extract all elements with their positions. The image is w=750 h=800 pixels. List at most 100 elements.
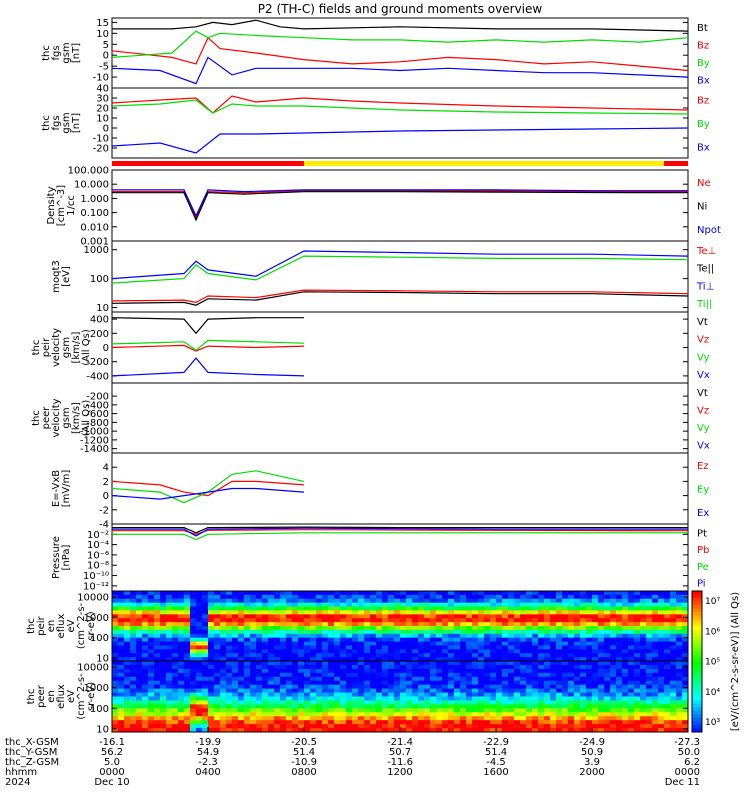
spectrogram-cell (634, 696, 641, 701)
spectrogram-cell (340, 724, 347, 729)
y-tick-label: -400 (86, 400, 109, 411)
spectrogram-cell (568, 704, 575, 709)
spectrogram-cell (502, 598, 509, 604)
spectrogram-cell (448, 724, 455, 729)
spectrogram-cell (556, 661, 563, 666)
spectrogram-cell (346, 641, 353, 646)
spectrogram-cell (280, 688, 287, 694)
spectrogram-cell (388, 668, 395, 674)
spectrogram-cell (250, 712, 257, 717)
spectrogram-cell (118, 626, 125, 631)
spectrogram-cell (574, 672, 581, 678)
spectrogram-cell (478, 633, 485, 639)
spectrogram-cell (454, 606, 461, 611)
spectrogram-cell (520, 672, 527, 678)
spectrogram-cell (190, 610, 197, 615)
spectrogram-cell (298, 602, 305, 608)
legend-item: Ti|| (696, 299, 712, 310)
spectrogram-cell (196, 649, 203, 654)
spectrogram-cell (214, 712, 221, 717)
spectrogram-cell (124, 720, 131, 725)
spectrogram-cell (358, 653, 365, 658)
spectrogram-cell (472, 684, 479, 690)
spectrogram-cell (502, 684, 509, 690)
spectrogram-cell (508, 704, 515, 709)
spectrogram-cell (424, 708, 431, 713)
spectrogram-cell (514, 724, 521, 729)
spectrogram-cell (196, 614, 203, 619)
spectrogram-cell (322, 700, 329, 705)
spectrogram-cell (646, 692, 653, 697)
spectrogram-cell (460, 629, 467, 635)
spectrogram-cell (586, 645, 593, 650)
spectrogram-cell (316, 610, 323, 615)
spectrogram-cell (622, 606, 629, 611)
spectrogram-cell (400, 602, 407, 608)
spectrogram-cell (382, 688, 389, 694)
spectrogram-cell (466, 610, 473, 615)
spectrogram-cell (358, 637, 365, 643)
y-axis-label: [cm^-3] (56, 185, 67, 226)
spectrogram-cell (310, 716, 317, 721)
spectrogram-cell (346, 724, 353, 729)
spectrogram-cell (574, 664, 581, 670)
spectrogram-cell (334, 684, 341, 690)
spectrogram-cell (286, 610, 293, 615)
spectrogram-cell (154, 700, 161, 705)
spectrogram-cell (262, 668, 269, 674)
spectrogram-cell (286, 629, 293, 635)
spectrogram-cell (514, 668, 521, 674)
spectrogram-cell (652, 602, 659, 608)
spectrogram-cell (124, 704, 131, 709)
spectrogram-cell (388, 637, 395, 643)
spectrogram-cell (376, 692, 383, 697)
spectrogram-cell (268, 676, 275, 682)
spectrogram-cell (514, 676, 521, 682)
spectrogram-cell (304, 684, 311, 690)
spectrogram-cell (388, 622, 395, 627)
legend-item: Bt (697, 23, 708, 34)
spectrogram-cell (184, 704, 191, 709)
spectrogram-cell (364, 633, 371, 639)
spectrogram-cell (574, 661, 581, 666)
spectrogram-cell (664, 688, 671, 694)
spectrogram-cell (400, 708, 407, 713)
spectrogram-cell (646, 591, 653, 596)
spectrogram-cell (334, 688, 341, 694)
colorbar-band (692, 686, 702, 691)
spectrogram-cell (112, 680, 119, 686)
spectrogram-cell (514, 622, 521, 627)
spectrogram-cell (136, 622, 143, 627)
spectrogram-cell (550, 700, 557, 705)
spectrogram-cell (682, 641, 689, 646)
spectrogram-cell (496, 668, 503, 674)
spectrogram-cell (574, 720, 581, 725)
spectrogram-cell (256, 649, 263, 654)
spectrogram-cell (214, 700, 221, 705)
spectrogram-cell (298, 594, 305, 600)
spectrogram-cell (196, 606, 203, 611)
spectrogram-cell (424, 672, 431, 678)
spectrogram-cell (592, 606, 599, 611)
spectrogram-cell (388, 708, 395, 713)
spectrogram-cell (148, 653, 155, 658)
spectrogram-cell (568, 618, 575, 623)
spectrogram-cell (634, 672, 641, 678)
spectrogram-cell (598, 653, 605, 658)
spectrogram-cell (514, 684, 521, 690)
spectrogram-cell (436, 684, 443, 690)
spectrogram-cell (460, 641, 467, 646)
spectrogram-cell (538, 664, 545, 670)
spectrogram-cell (310, 622, 317, 627)
spectrogram-cell (286, 614, 293, 619)
spectrogram-cell (406, 720, 413, 725)
spectrogram-cell (484, 614, 491, 619)
spectrogram-cell (406, 598, 413, 604)
spectrogram-cell (376, 688, 383, 694)
spectrogram-cell (526, 712, 533, 717)
spectrogram-cell (166, 591, 173, 596)
y-tick-label: 10⁻⁴ (87, 540, 109, 551)
spectrogram-cell (406, 606, 413, 611)
spectrogram-cell (196, 610, 203, 615)
spectrogram-cell (238, 606, 245, 611)
